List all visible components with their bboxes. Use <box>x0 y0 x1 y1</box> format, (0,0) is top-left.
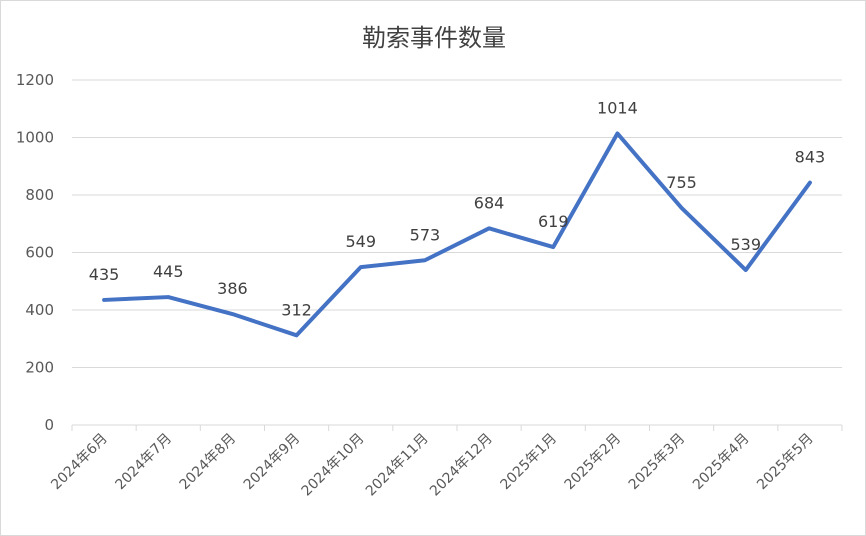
data-label: 549 <box>345 232 376 251</box>
y-tick-label: 400 <box>25 301 54 319</box>
y-axis-ticks: 0 200 400 600 800 1000 1200 <box>16 71 54 434</box>
x-tick-label: 2024年8月 <box>177 431 240 494</box>
data-label: 684 <box>474 193 505 212</box>
data-label: 755 <box>666 173 697 192</box>
data-label: 435 <box>89 265 120 284</box>
chart-title: 勒索事件数量 <box>362 24 506 52</box>
x-tick-label: 2025年2月 <box>562 431 625 494</box>
x-tick-label: 2025年5月 <box>754 431 817 494</box>
data-label: 619 <box>538 212 569 231</box>
y-tick-label: 1000 <box>16 129 54 147</box>
series-group <box>102 131 812 338</box>
data-label: 386 <box>217 279 248 298</box>
y-tick-label: 0 <box>44 416 54 434</box>
x-tick-label: 2024年9月 <box>241 431 304 494</box>
x-tick-label: 2025年3月 <box>626 431 689 494</box>
x-tick-label: 2024年10月 <box>299 431 368 500</box>
x-axis-ticks: 2024年6月 2024年7月 2024年8月 2024年9月2024年10月2024… <box>48 425 843 500</box>
series-line <box>102 131 812 338</box>
x-tick-label: 2025年4月 <box>690 431 753 494</box>
data-label: 843 <box>795 148 826 167</box>
y-tick-label: 1200 <box>16 71 54 89</box>
data-label: 312 <box>281 300 312 319</box>
x-tick-label: 2024年7月 <box>112 431 175 494</box>
data-label: 445 <box>153 262 184 281</box>
x-tick-label: 2024年6月 <box>48 431 111 494</box>
data-label: 573 <box>410 225 441 244</box>
y-tick-label: 600 <box>25 244 54 262</box>
data-labels: 435 445 386 312 549 573 684 619 1014 755 539 843 <box>89 98 825 319</box>
x-tick-label: 2025年1月 <box>497 431 560 494</box>
y-tick-label: 200 <box>25 359 54 377</box>
data-label: 1014 <box>597 98 638 117</box>
x-tick-label: 2024年11月 <box>363 431 432 500</box>
x-tick-label: 2024年12月 <box>427 431 496 500</box>
y-tick-label: 800 <box>25 186 54 204</box>
data-label: 539 <box>730 235 761 254</box>
